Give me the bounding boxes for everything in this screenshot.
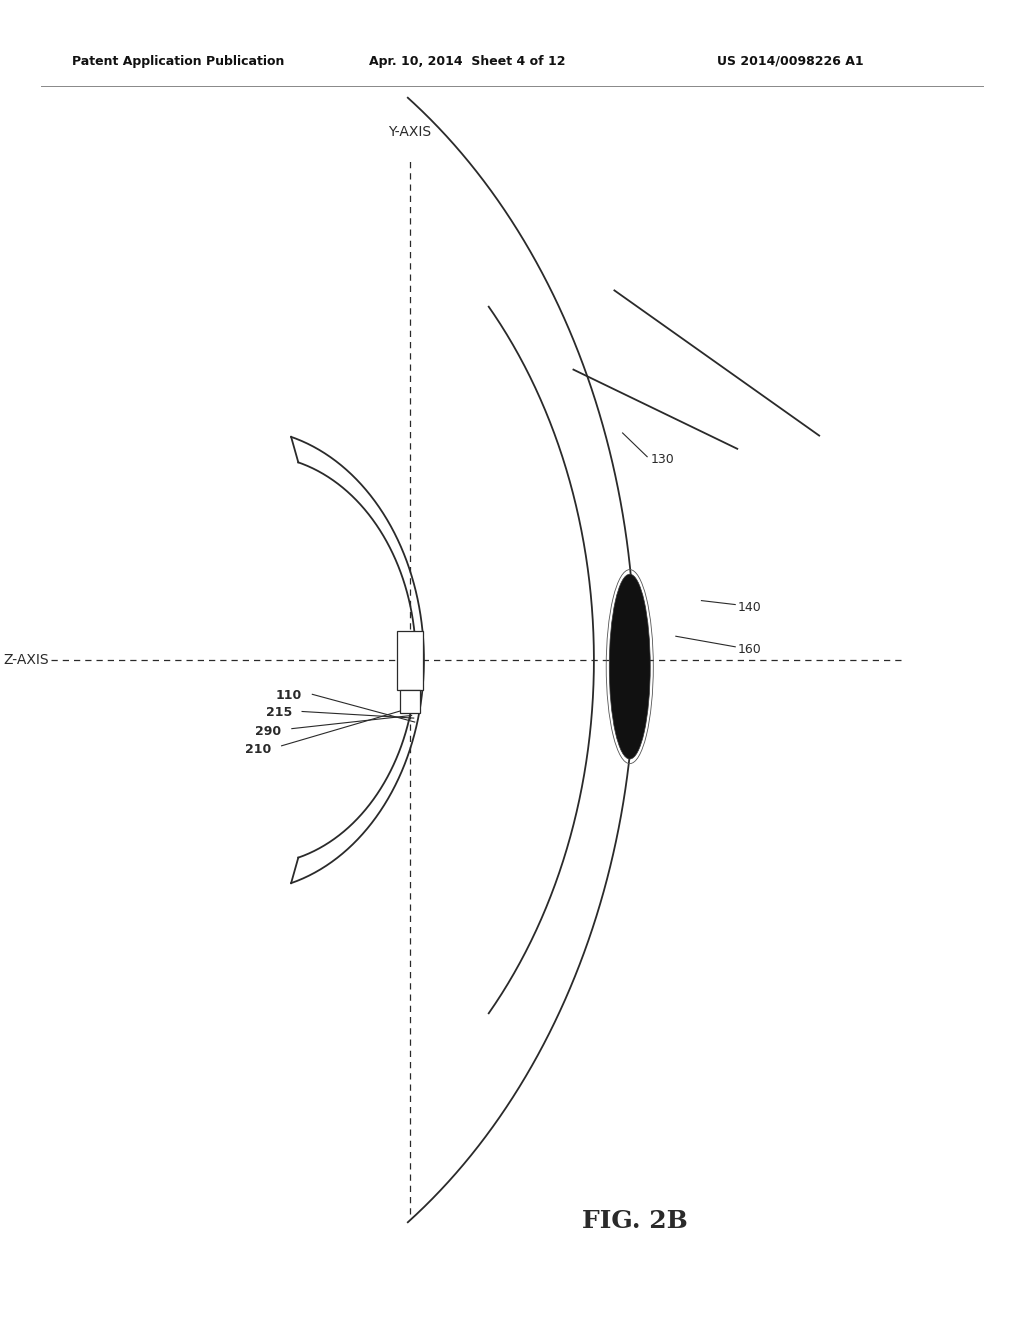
Bar (400, 690, 420, 713)
Text: Z-AXIS: Z-AXIS (3, 653, 49, 667)
Text: 215: 215 (265, 706, 292, 719)
Bar (397, 631, 423, 690)
Text: Y-AXIS: Y-AXIS (388, 124, 431, 139)
Text: 290: 290 (255, 725, 282, 738)
Ellipse shape (609, 574, 650, 759)
Text: US 2014/0098226 A1: US 2014/0098226 A1 (717, 54, 863, 67)
Text: 210: 210 (245, 743, 271, 756)
Text: FIG. 2B: FIG. 2B (582, 1209, 688, 1233)
Text: 130: 130 (650, 453, 674, 466)
Text: 160: 160 (737, 643, 761, 656)
Text: 140: 140 (737, 601, 761, 614)
Text: Patent Application Publication: Patent Application Publication (72, 54, 284, 67)
Text: 110: 110 (275, 689, 302, 702)
Text: Apr. 10, 2014  Sheet 4 of 12: Apr. 10, 2014 Sheet 4 of 12 (369, 54, 565, 67)
